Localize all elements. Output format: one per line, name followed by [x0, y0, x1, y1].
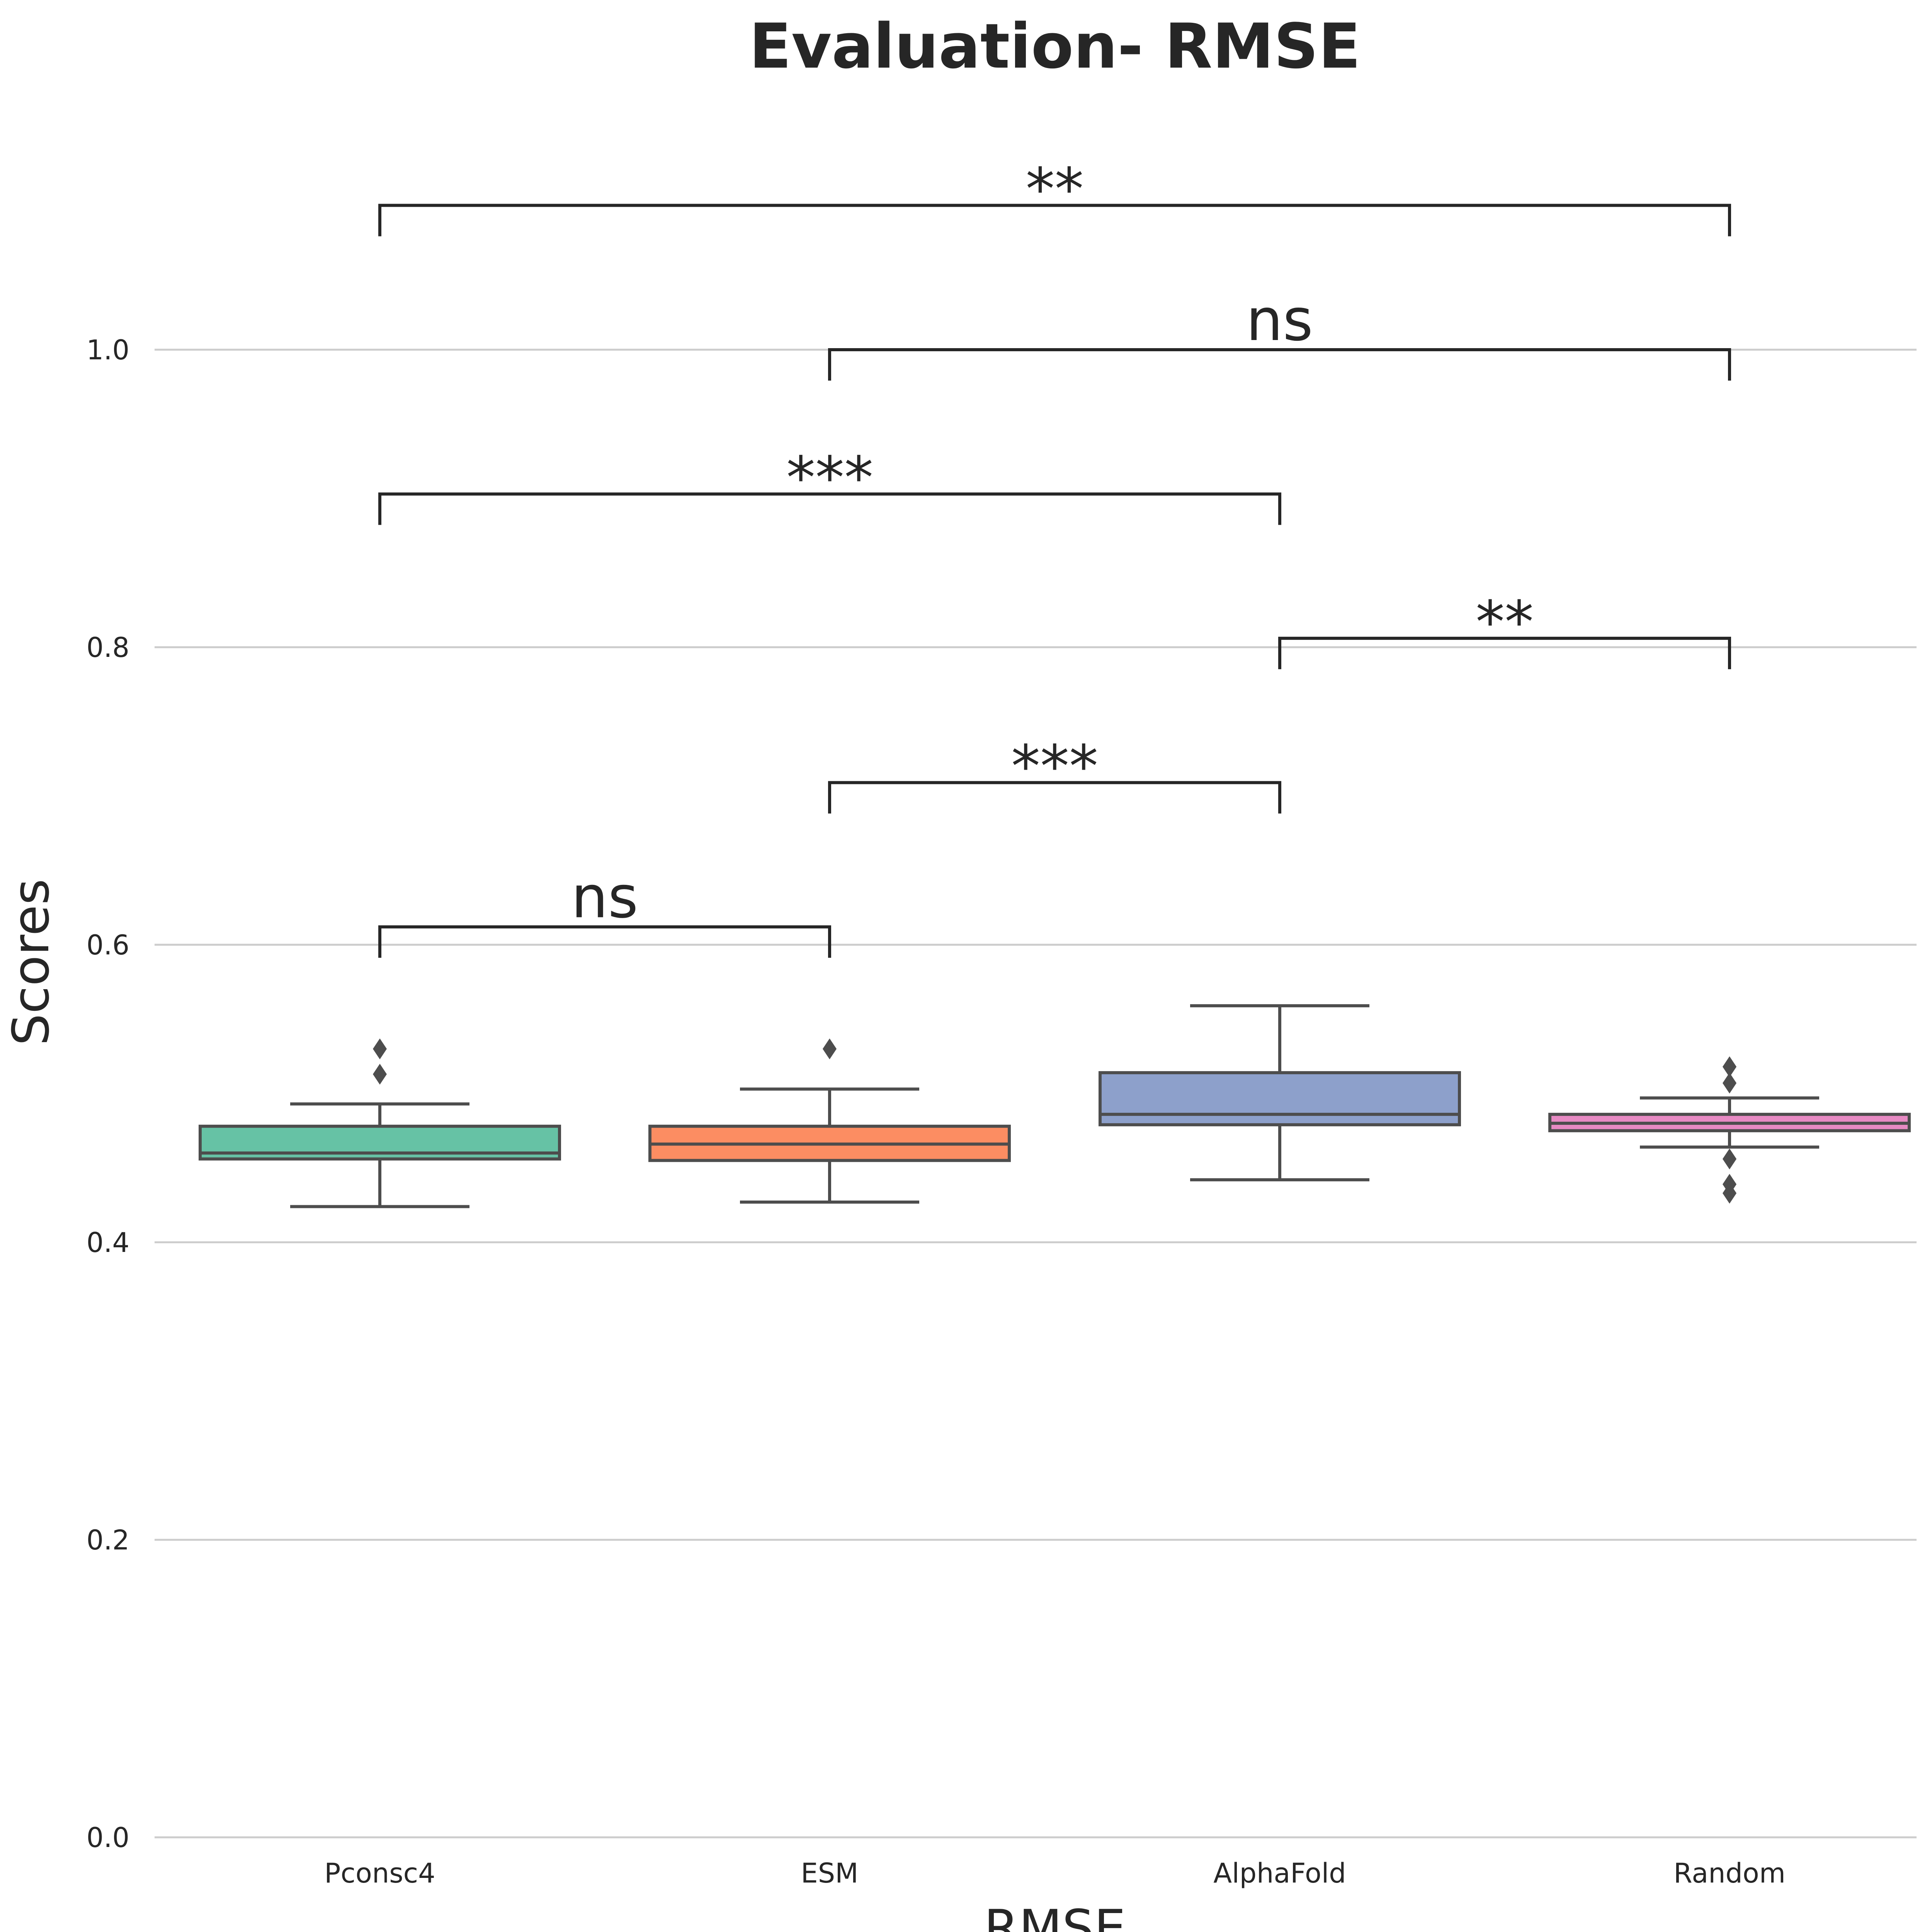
significance-label: ** — [1476, 589, 1534, 656]
significance-label: ns — [1246, 287, 1313, 354]
y-tick-label: 0.6 — [87, 929, 129, 961]
x-tick-label-alphafold: AlphaFold — [1213, 1857, 1346, 1889]
significance-label: *** — [1011, 733, 1098, 800]
box-pconsc4 — [199, 1038, 561, 1208]
significance-pconsc4-random: ** — [378, 156, 1731, 236]
x-axis-label: RMSE — [984, 1899, 1126, 1932]
x-tick-labels: Pconsc4 ESM AlphaFold Random — [324, 1857, 1786, 1889]
y-tick-label: 0.2 — [87, 1524, 129, 1556]
y-tick-labels: 0.0 0.2 0.4 0.6 0.8 1.0 — [87, 334, 129, 1854]
bracket-line — [828, 348, 1731, 381]
y-tick-label: 0.8 — [87, 632, 129, 663]
significance-pconsc4-alphafold: *** — [378, 444, 1281, 525]
chart-title: Evaluation- RMSE — [749, 10, 1361, 82]
outlier-point — [823, 1038, 837, 1060]
box-esm — [648, 1038, 1011, 1204]
significance-label: ns — [571, 864, 638, 931]
significance-label: ** — [1026, 156, 1084, 223]
bracket-line — [378, 204, 1731, 236]
y-tick-label: 0.0 — [87, 1822, 129, 1854]
bracket-line — [378, 492, 1281, 525]
significance-esm-random: ns — [828, 287, 1731, 381]
outlier-point — [1723, 1182, 1736, 1204]
y-tick-label: 0.4 — [87, 1227, 129, 1259]
significance-alphafold-random: ** — [1278, 589, 1731, 669]
x-tick-label-esm: ESM — [801, 1857, 858, 1889]
bracket-line — [378, 925, 831, 958]
bracket-line — [1278, 636, 1731, 669]
outlier-point — [1723, 1073, 1736, 1094]
significance-annotations: ns********ns** — [378, 156, 1731, 958]
box-alphafold — [1099, 1004, 1461, 1182]
x-tick-label-random: Random — [1673, 1857, 1786, 1889]
gridlines — [155, 349, 1917, 1838]
box-random — [1548, 1056, 1911, 1204]
significance-label: *** — [786, 444, 873, 512]
bracket-line — [828, 781, 1281, 814]
significance-pconsc4-esm: ns — [378, 864, 831, 958]
outlier-point — [373, 1038, 387, 1060]
outlier-point — [1723, 1056, 1736, 1077]
x-tick-label-pconsc4: Pconsc4 — [324, 1857, 435, 1889]
iqr-box — [1099, 1071, 1461, 1126]
y-tick-label: 1.0 — [87, 334, 129, 366]
outlier-point — [373, 1063, 387, 1085]
significance-esm-alphafold: *** — [828, 733, 1281, 814]
y-axis-label: Scores — [2, 879, 60, 1046]
boxes — [199, 1004, 1911, 1208]
outlier-point — [1723, 1148, 1736, 1170]
